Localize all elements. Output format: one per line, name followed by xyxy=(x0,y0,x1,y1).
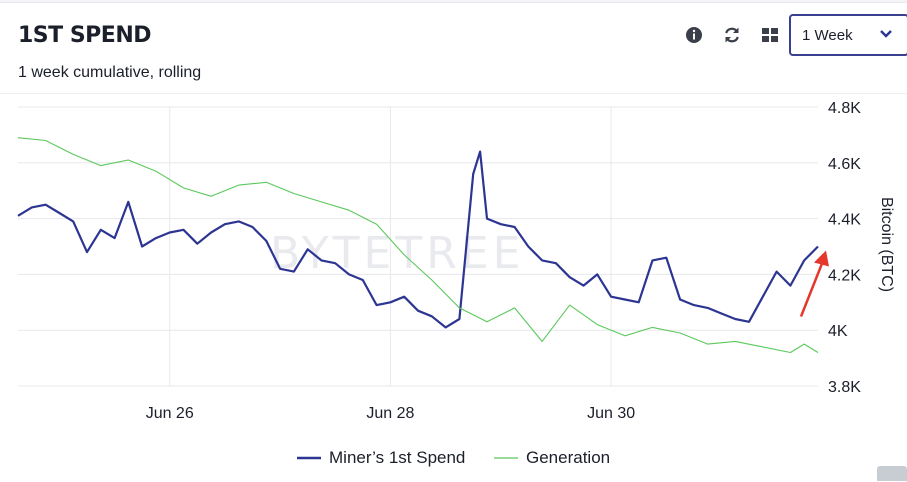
annotation-arrow-shaft xyxy=(799,258,826,317)
time-range-select[interactable]: 1 Week xyxy=(789,14,907,56)
grid-icon[interactable] xyxy=(761,26,779,44)
chevron-down-icon xyxy=(880,30,892,38)
y-tick-label: 4.2K xyxy=(828,267,861,284)
info-icon[interactable] xyxy=(685,26,703,44)
scroll-handle[interactable] xyxy=(877,466,907,481)
legend-label-miners-spend: Miner’s 1st Spend xyxy=(329,448,465,467)
watermark-text: BYTETREE xyxy=(270,228,524,279)
y-tick-label: 4K xyxy=(828,323,848,340)
chart-subtitle: 1 week cumulative, rolling xyxy=(18,64,202,81)
y-tick-label: 3.8K xyxy=(828,379,861,396)
y-tick-label: 4.6K xyxy=(828,156,861,173)
refresh-icon[interactable] xyxy=(723,26,741,44)
series-line-generation xyxy=(17,137,819,354)
x-tick-label: Jun 26 xyxy=(146,405,194,422)
legend-label-generation: Generation xyxy=(526,448,610,467)
y-tick-label: 4.8K xyxy=(828,100,861,117)
annotation xyxy=(799,250,829,317)
series-line-miners-spend xyxy=(17,150,819,329)
grid xyxy=(18,106,818,387)
x-tick-label: Jun 30 xyxy=(587,405,635,422)
header-divider xyxy=(0,93,907,94)
y-tick-label: 4.4K xyxy=(828,212,861,229)
legend: Miner’s 1st Spend Generation xyxy=(297,448,610,467)
annotation-arrow-head xyxy=(814,250,829,267)
axes: 3.8K 4K 4.2K 4.4K 4.6K 4.8K Jun 26 Jun 28 Jun 30… xyxy=(146,100,895,422)
y-axis-label: Bitcoin (BTC) xyxy=(878,197,895,292)
time-range-value: 1 Week xyxy=(802,27,853,44)
chart-title: 1ST SPEND xyxy=(18,23,152,48)
series-layer xyxy=(17,137,819,354)
x-tick-label: Jun 28 xyxy=(366,405,414,422)
watermark: BYTETREE xyxy=(270,228,524,279)
